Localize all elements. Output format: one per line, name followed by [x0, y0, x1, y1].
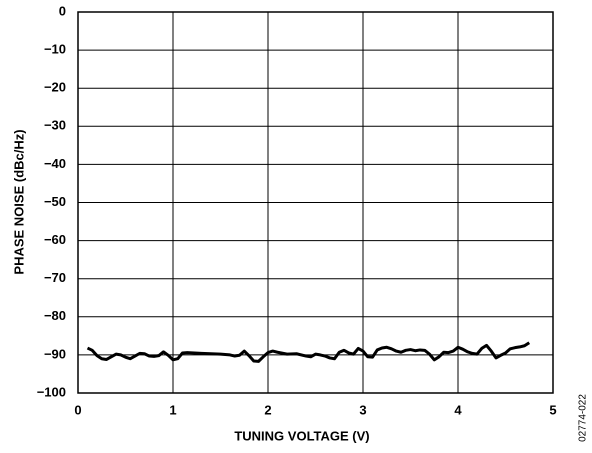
y-tick-label: −20 — [44, 80, 66, 95]
x-tick-label: 0 — [74, 402, 81, 417]
x-tick-label: 1 — [169, 402, 176, 417]
y-tick-label: −60 — [44, 232, 66, 247]
y-tick-label: −100 — [37, 384, 66, 399]
y-tick-label: −50 — [44, 194, 66, 209]
data-line — [86, 341, 531, 363]
y-tick-label: −40 — [44, 156, 66, 171]
y-axis-title: PHASE NOISE (dBc/Hz) — [11, 129, 26, 274]
y-tick-label: 0 — [59, 3, 66, 18]
plot-frame — [77, 11, 554, 394]
x-tick-label: 3 — [359, 402, 366, 417]
y-tick-label: −90 — [44, 346, 66, 361]
y-tick-label: −80 — [44, 308, 66, 323]
x-tick-label: 2 — [264, 402, 271, 417]
figure-id: 02774-022 — [578, 394, 589, 442]
x-tick-label: 5 — [549, 402, 556, 417]
x-tick-label: 4 — [454, 402, 462, 417]
x-axis-title: TUNING VOLTAGE (V) — [234, 428, 369, 443]
y-tick-label: −30 — [44, 118, 66, 133]
y-tick-label: −10 — [44, 42, 66, 57]
y-tick-label: −70 — [44, 270, 66, 285]
